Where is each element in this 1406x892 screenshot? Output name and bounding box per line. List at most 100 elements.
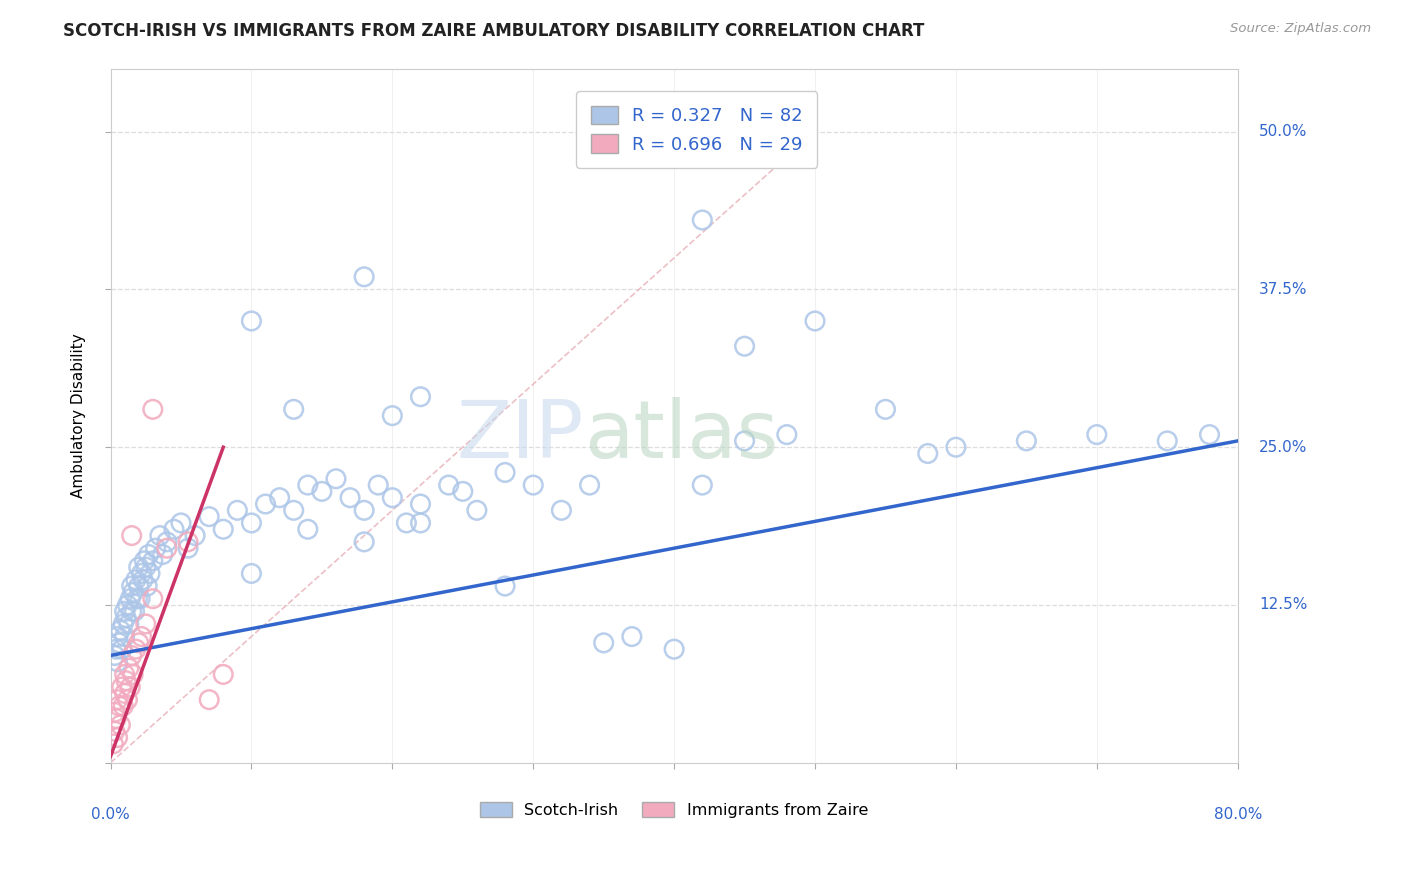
Point: [118, 616, 141, 631]
Point: [283, 402, 305, 417]
Point: [353, 269, 375, 284]
Point: [1156, 434, 1178, 448]
Point: [111, 642, 134, 657]
Point: [128, 560, 150, 574]
Point: [114, 686, 136, 700]
Point: [367, 478, 389, 492]
Point: [163, 522, 186, 536]
Text: 80.0%: 80.0%: [1213, 807, 1263, 822]
Text: 25.0%: 25.0%: [1258, 440, 1308, 455]
Point: [121, 604, 143, 618]
Point: [283, 503, 305, 517]
Point: [128, 636, 150, 650]
Point: [142, 591, 165, 606]
Point: [692, 213, 714, 227]
Point: [522, 478, 544, 492]
Point: [104, 648, 127, 663]
Point: [131, 566, 153, 581]
Point: [121, 528, 143, 542]
Point: [107, 692, 129, 706]
Point: [120, 591, 142, 606]
Y-axis label: Ambulatory Disability: Ambulatory Disability: [72, 334, 86, 498]
Point: [198, 692, 221, 706]
Point: [107, 655, 129, 669]
Point: [131, 630, 153, 644]
Point: [114, 630, 136, 644]
Point: [875, 402, 897, 417]
Point: [451, 484, 474, 499]
Point: [121, 648, 143, 663]
Point: [339, 491, 361, 505]
Point: [592, 636, 614, 650]
Point: [1085, 427, 1108, 442]
Point: [108, 636, 131, 650]
Point: [145, 541, 167, 556]
Point: [945, 440, 967, 454]
Point: [297, 478, 319, 492]
Point: [156, 541, 179, 556]
Point: [325, 472, 347, 486]
Point: [1015, 434, 1038, 448]
Point: [804, 314, 827, 328]
Point: [917, 446, 939, 460]
Point: [118, 661, 141, 675]
Point: [212, 522, 235, 536]
Point: [128, 579, 150, 593]
Text: SCOTCH-IRISH VS IMMIGRANTS FROM ZAIRE AMBULATORY DISABILITY CORRELATION CHART: SCOTCH-IRISH VS IMMIGRANTS FROM ZAIRE AM…: [63, 22, 925, 40]
Point: [311, 484, 333, 499]
Point: [662, 642, 685, 657]
Point: [112, 698, 135, 713]
Point: [494, 466, 516, 480]
Point: [184, 528, 207, 542]
Point: [297, 522, 319, 536]
Point: [114, 667, 136, 681]
Point: [198, 509, 221, 524]
Point: [132, 573, 155, 587]
Point: [124, 604, 146, 618]
Point: [112, 616, 135, 631]
Point: [240, 566, 263, 581]
Point: [110, 718, 132, 732]
Point: [139, 566, 162, 581]
Point: [156, 534, 179, 549]
Point: [142, 554, 165, 568]
Point: [734, 434, 756, 448]
Point: [254, 497, 277, 511]
Point: [409, 390, 432, 404]
Point: [104, 706, 127, 720]
Point: [734, 339, 756, 353]
Point: [115, 610, 138, 624]
Point: [134, 554, 156, 568]
Point: [177, 534, 200, 549]
Point: [465, 503, 488, 517]
Text: 12.5%: 12.5%: [1258, 598, 1308, 613]
Text: 37.5%: 37.5%: [1258, 282, 1308, 297]
Point: [149, 528, 172, 542]
Point: [117, 692, 139, 706]
Point: [409, 516, 432, 530]
Point: [105, 712, 128, 726]
Point: [135, 616, 157, 631]
Point: [115, 673, 138, 688]
Point: [142, 402, 165, 417]
Point: [170, 516, 193, 530]
Point: [125, 573, 148, 587]
Point: [105, 642, 128, 657]
Point: [381, 409, 404, 423]
Text: 0.0%: 0.0%: [91, 807, 129, 822]
Text: atlas: atlas: [583, 398, 779, 475]
Point: [135, 560, 157, 574]
Point: [269, 491, 291, 505]
Legend: Scotch-Irish, Immigrants from Zaire: Scotch-Irish, Immigrants from Zaire: [474, 796, 875, 824]
Text: ZIP: ZIP: [457, 398, 583, 475]
Point: [578, 478, 600, 492]
Point: [127, 591, 149, 606]
Text: 50.0%: 50.0%: [1258, 124, 1308, 139]
Point: [240, 516, 263, 530]
Point: [692, 478, 714, 492]
Point: [114, 604, 136, 618]
Point: [110, 624, 132, 638]
Point: [177, 541, 200, 556]
Point: [494, 579, 516, 593]
Point: [107, 630, 129, 644]
